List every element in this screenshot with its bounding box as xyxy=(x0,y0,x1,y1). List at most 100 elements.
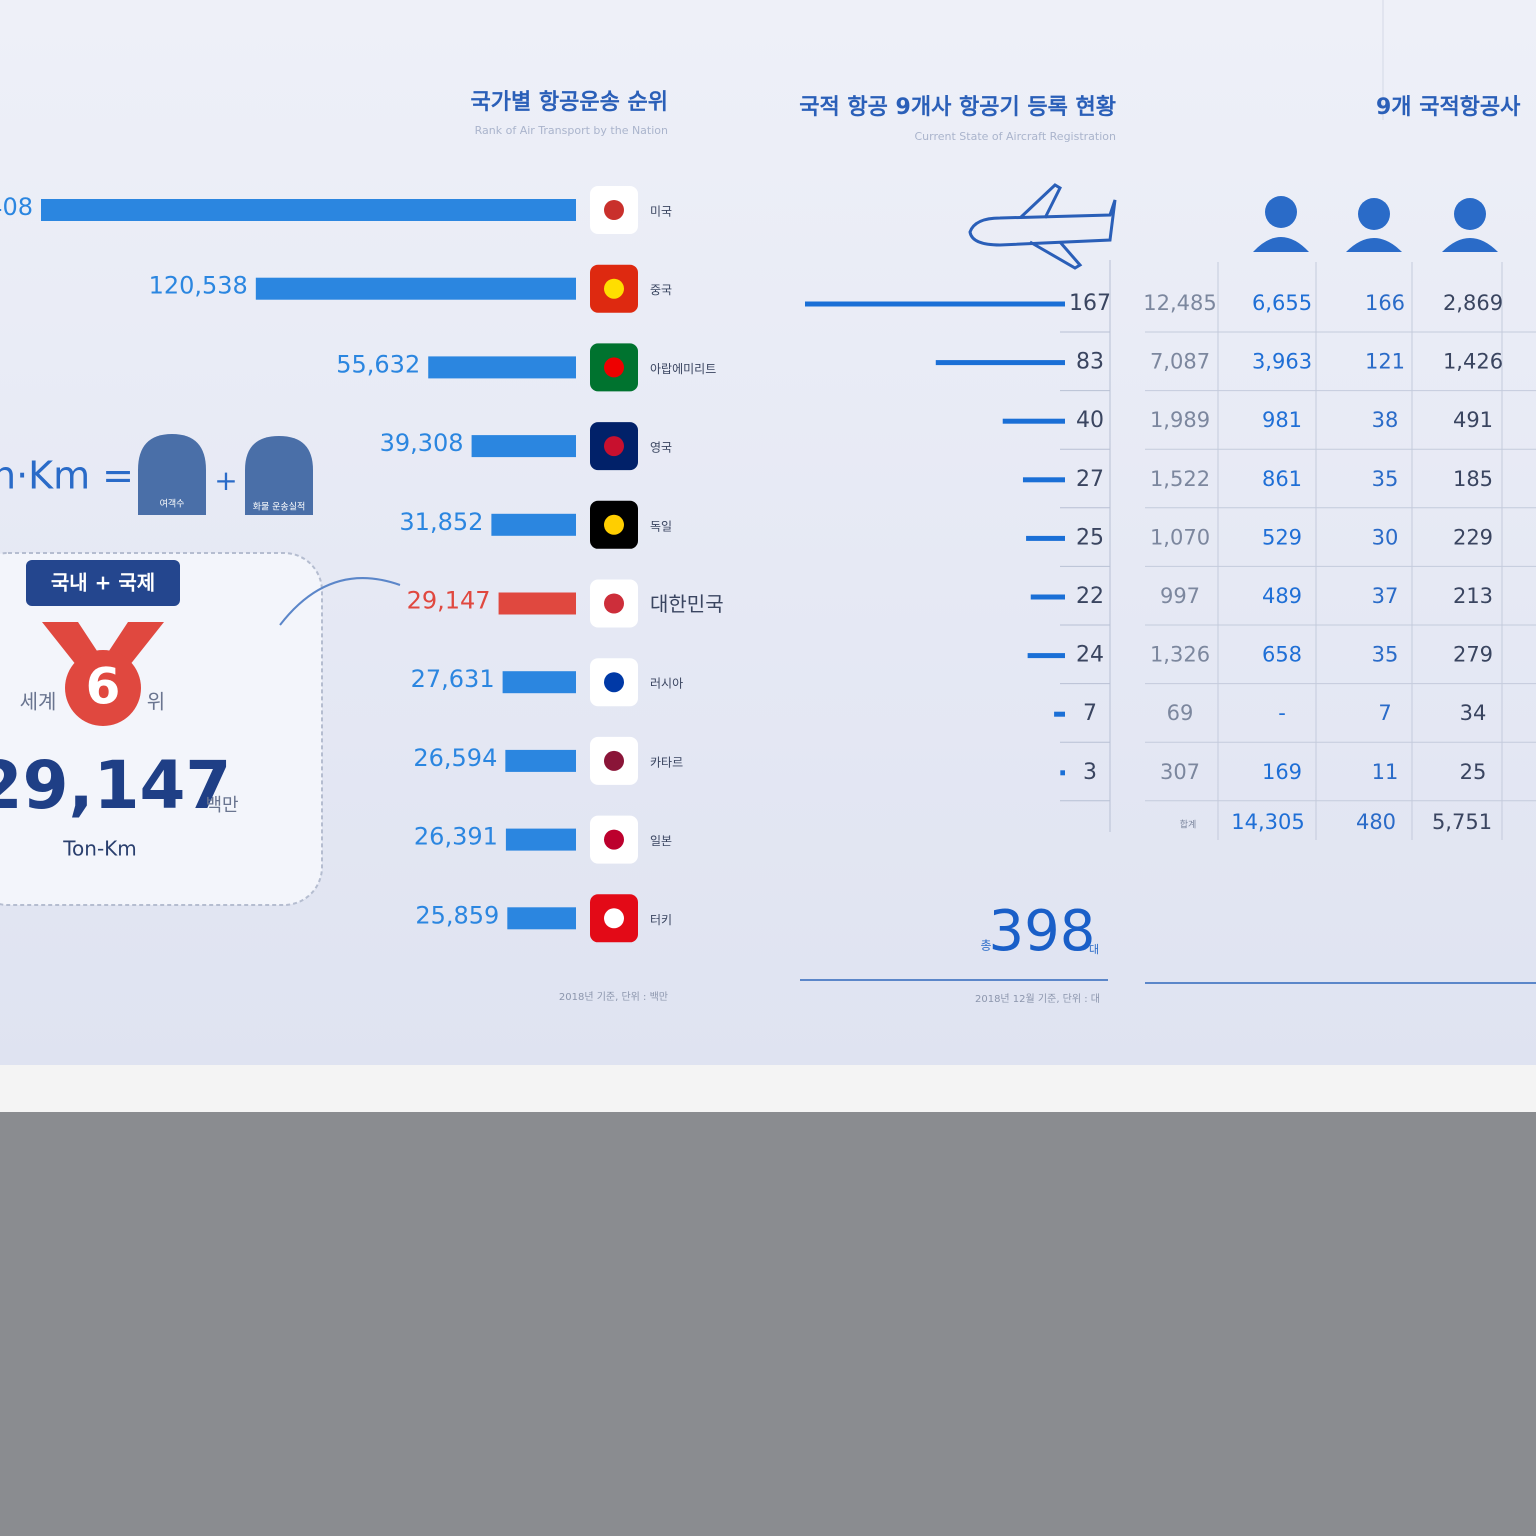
table-cell: 1,326 xyxy=(1150,643,1210,667)
rank-suffix: 위 xyxy=(147,690,165,714)
table-cell: 30 xyxy=(1372,525,1399,549)
table-cell: 35 xyxy=(1372,643,1399,667)
value-label: 22 xyxy=(1076,584,1104,609)
table-cell: 25 xyxy=(1460,760,1487,784)
value-label: 26,594 xyxy=(413,744,497,772)
value-label: 24 xyxy=(1076,643,1104,668)
wall xyxy=(0,1112,1536,1536)
plane-icon xyxy=(968,183,1117,270)
badge-text: 국내 + 국제 xyxy=(51,571,155,595)
table-cell: - xyxy=(1278,701,1286,725)
value-label: 25 xyxy=(1076,525,1104,550)
category-label: 독일 xyxy=(650,519,672,533)
total-unit: 대 xyxy=(1089,943,1099,956)
table-cell: 1,070 xyxy=(1150,525,1210,549)
flag-mark xyxy=(604,436,624,457)
bar xyxy=(1054,711,1065,717)
table-cell: 185 xyxy=(1453,467,1493,491)
table-cell: 489 xyxy=(1262,584,1302,608)
value-label: 26,391 xyxy=(414,823,498,851)
table-cell: 166 xyxy=(1365,291,1405,315)
chart-title: 국가별 항공운송 순위 xyxy=(471,90,668,115)
table-total: 480 xyxy=(1356,810,1396,834)
category-label: 카타르 xyxy=(650,755,683,769)
table-cell: 121 xyxy=(1365,350,1405,374)
flag-mark xyxy=(604,593,624,614)
value-label: 27,631 xyxy=(411,665,495,693)
value-label: 29,147 xyxy=(407,587,491,615)
category-label: 러시아 xyxy=(650,677,683,691)
category-label: 터키 xyxy=(650,913,672,927)
rank: 6 xyxy=(86,658,121,716)
plus: + xyxy=(214,464,237,497)
formula-lhs: n·Km = xyxy=(0,454,134,498)
category-label: 미국 xyxy=(650,205,672,219)
bar xyxy=(507,907,576,930)
bar xyxy=(1026,535,1065,541)
rank-prefix: 세계 xyxy=(20,690,57,714)
table-cell: 35 xyxy=(1372,467,1399,491)
table-total: 5,751 xyxy=(1432,810,1492,834)
bar xyxy=(1060,770,1065,776)
category-label: 일본 xyxy=(650,834,672,848)
rank-unit: 백만 xyxy=(205,795,238,816)
table-cell: 3,963 xyxy=(1252,350,1312,374)
flag-mark xyxy=(604,200,624,220)
table-total: 14,305 xyxy=(1231,810,1304,834)
bar xyxy=(505,749,576,772)
table-cell: 34 xyxy=(1460,701,1487,725)
value-label: 83 xyxy=(1076,350,1104,375)
value-label: 40 xyxy=(1076,408,1104,433)
bar xyxy=(491,513,576,536)
value-label: 201,408 xyxy=(0,193,33,221)
bar xyxy=(498,592,576,615)
medal xyxy=(65,650,141,726)
icon-label: 여객수 xyxy=(160,498,185,510)
value-label: 167 xyxy=(1069,291,1111,316)
bar xyxy=(1030,594,1065,600)
table-cell: 1,989 xyxy=(1150,408,1210,432)
value-label: 7 xyxy=(1083,701,1097,726)
flag-mark xyxy=(604,278,624,299)
bar xyxy=(41,199,576,221)
panel-edge xyxy=(0,1065,1536,1112)
value-label: 3 xyxy=(1083,760,1097,785)
icon xyxy=(138,434,206,515)
medal-ribbon xyxy=(42,622,164,680)
flag-mark xyxy=(604,514,624,535)
table-cell: 861 xyxy=(1262,467,1302,491)
table-cell: 69 xyxy=(1167,701,1194,725)
bar xyxy=(502,671,576,694)
value-label: 27 xyxy=(1076,467,1104,492)
value-label: 55,632 xyxy=(336,350,420,378)
rank-measure: Ton-Km xyxy=(62,837,137,861)
flag-mark xyxy=(604,829,624,850)
table-cell: 279 xyxy=(1453,643,1493,667)
category-label: 중국 xyxy=(650,283,672,297)
table-cell: 37 xyxy=(1372,584,1399,608)
bar xyxy=(1027,653,1065,659)
table-cell: 1,522 xyxy=(1150,467,1210,491)
chart-title: 국적 항공 9개사 항공기 등록 현황 xyxy=(799,95,1116,120)
table-cell: 6,655 xyxy=(1252,291,1312,315)
flag-mark xyxy=(604,672,624,693)
bar xyxy=(805,301,1065,307)
table-cell: 213 xyxy=(1453,584,1493,608)
note: 2018년 12월 기준, 단위 : 대 xyxy=(975,992,1100,1005)
table-cell: 658 xyxy=(1262,643,1302,667)
value-label: 25,859 xyxy=(415,901,499,929)
table-cell: 1,426 xyxy=(1443,350,1503,374)
bar xyxy=(505,828,576,851)
bar xyxy=(471,435,576,458)
total-label: 합계 xyxy=(1180,819,1197,831)
value-label: 31,852 xyxy=(399,508,483,536)
flag-mark xyxy=(604,750,624,771)
bar xyxy=(935,360,1065,366)
category-label: 영국 xyxy=(650,441,672,455)
bar xyxy=(1022,477,1065,483)
category-label: 대한민국 xyxy=(650,592,724,616)
flag-mark xyxy=(604,908,624,929)
icon-label: 화물 운송실적 xyxy=(253,501,306,513)
value-label: 120,538 xyxy=(149,272,248,300)
